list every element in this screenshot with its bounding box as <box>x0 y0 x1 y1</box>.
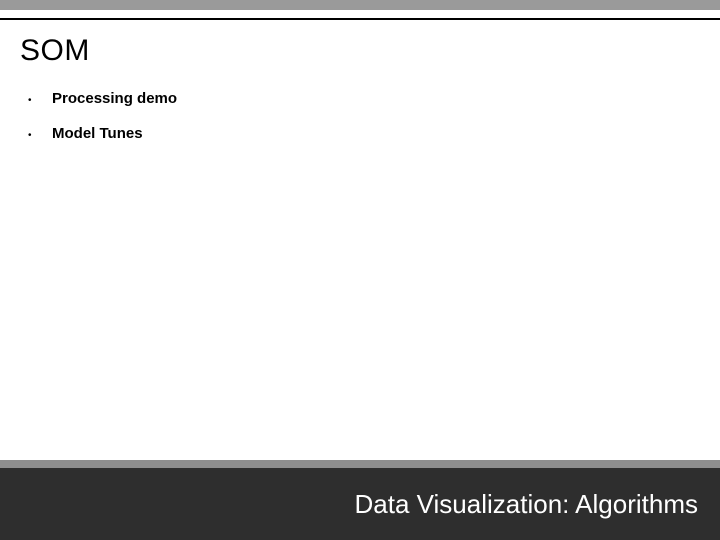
bullet-text: Model Tunes <box>52 125 143 142</box>
footer-bar: Data Visualization: Algorithms <box>0 468 720 540</box>
footer: Data Visualization: Algorithms <box>0 460 720 540</box>
bullet-icon: • <box>28 95 52 106</box>
list-item: • Model Tunes <box>28 125 700 142</box>
footer-shadow <box>0 460 720 468</box>
list-item: • Processing demo <box>28 90 700 107</box>
slide-body: SOM • Processing demo • Model Tunes <box>0 20 720 460</box>
top-accent-bar <box>0 0 720 10</box>
slide-title: SOM <box>20 34 700 68</box>
bullet-text: Processing demo <box>52 90 177 107</box>
bullet-icon: • <box>28 130 52 141</box>
bullet-list: • Processing demo • Model Tunes <box>20 90 700 142</box>
footer-title: Data Visualization: Algorithms <box>355 489 698 520</box>
